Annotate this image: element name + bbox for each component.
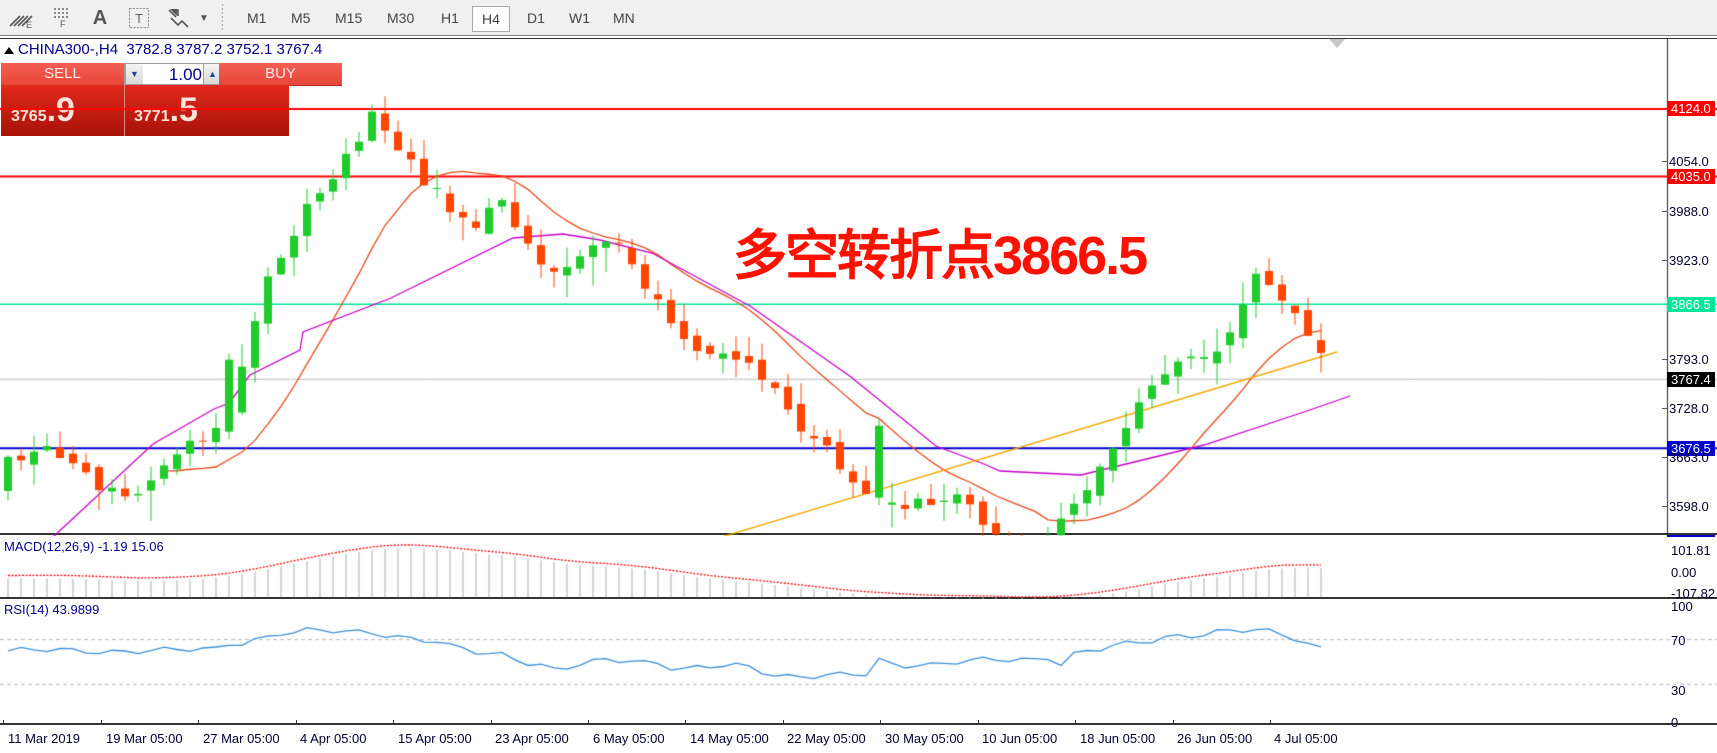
svg-text:E: E — [26, 20, 32, 29]
svg-text:F: F — [60, 19, 66, 28]
svg-text:T: T — [135, 11, 143, 26]
